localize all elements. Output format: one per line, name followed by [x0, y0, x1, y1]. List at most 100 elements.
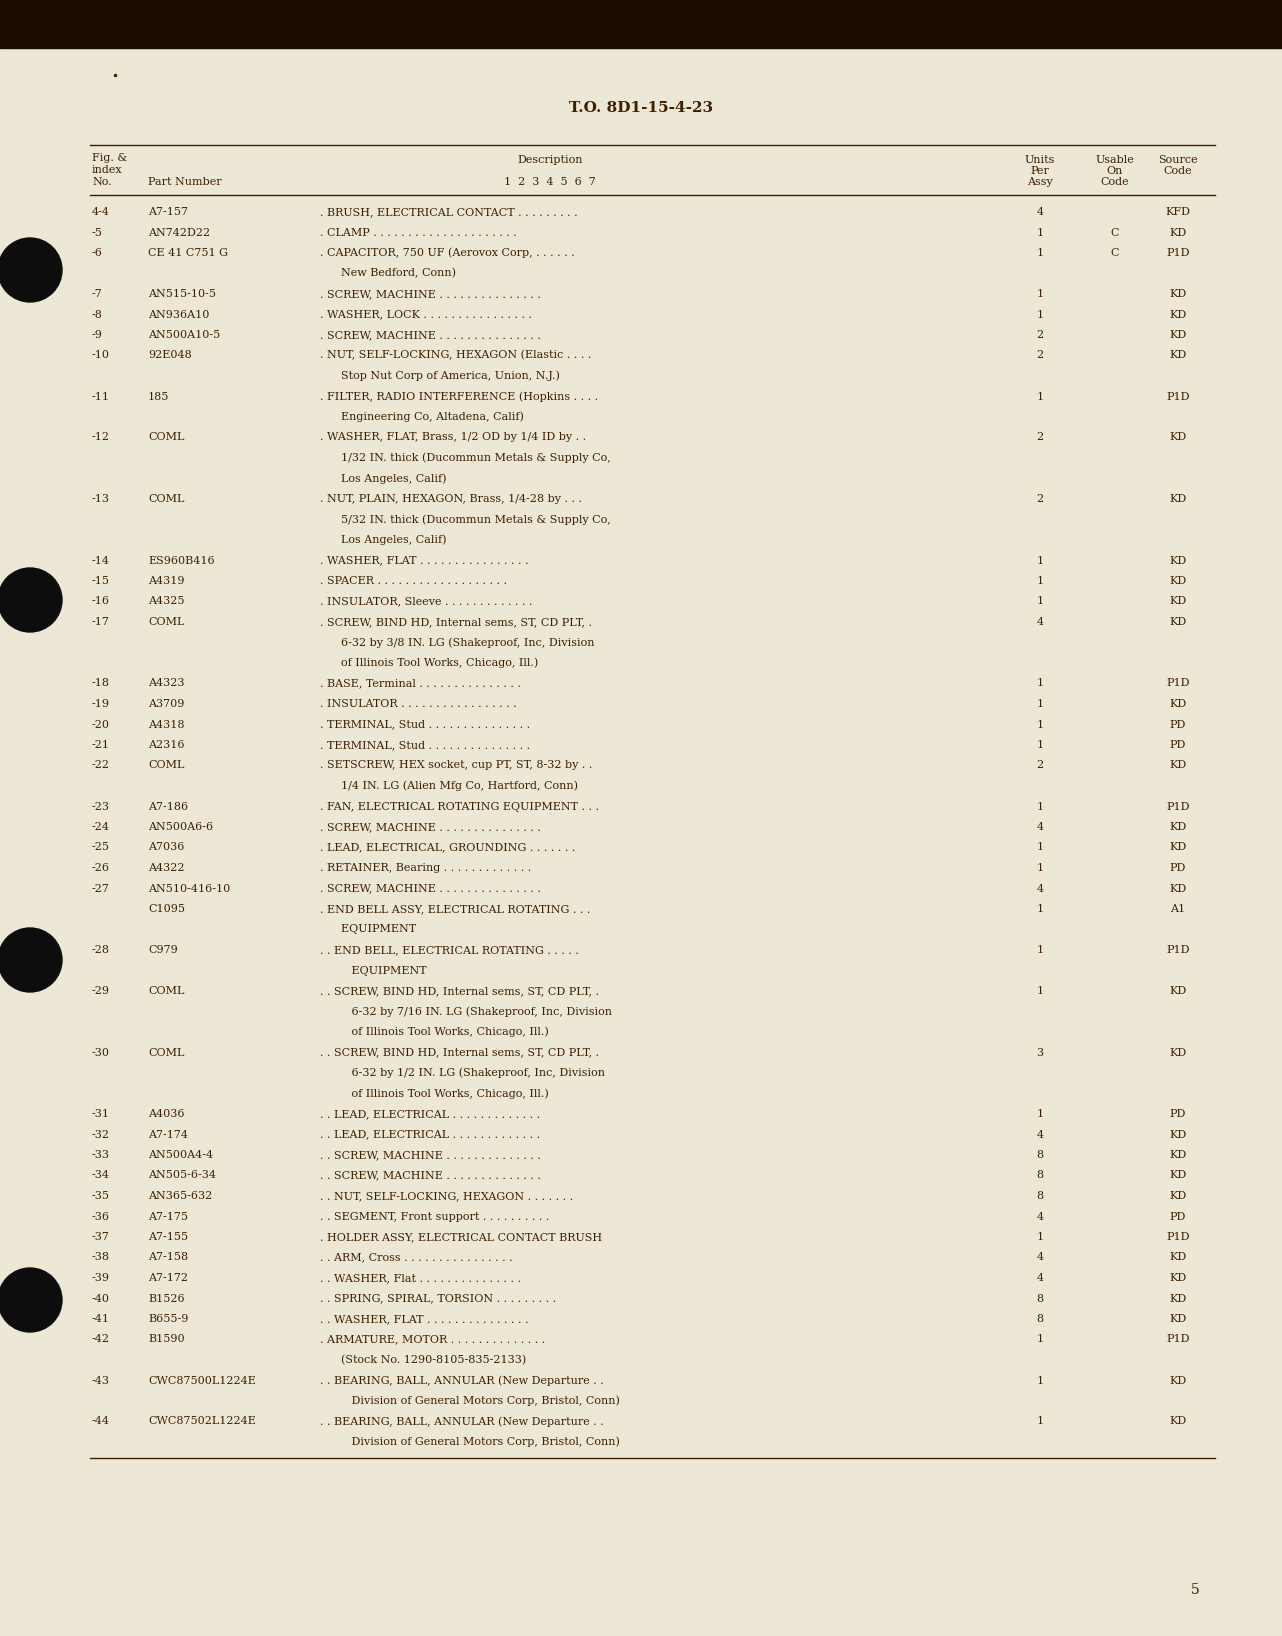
Text: 1: 1 — [1036, 864, 1044, 874]
Text: KD: KD — [1169, 843, 1187, 852]
Text: Source: Source — [1158, 155, 1197, 165]
Text: KD: KD — [1169, 1314, 1187, 1324]
Text: 1/32 IN. thick (Ducommun Metals & Supply Co,: 1/32 IN. thick (Ducommun Metals & Supply… — [320, 453, 610, 463]
Text: 2: 2 — [1036, 494, 1044, 504]
Text: . . BEARING, BALL, ANNULAR (New Departure . .: . . BEARING, BALL, ANNULAR (New Departur… — [320, 1417, 604, 1427]
Text: 1: 1 — [1036, 739, 1044, 749]
Text: 1: 1 — [1036, 1376, 1044, 1386]
Text: 6-32 by 1/2 IN. LG (Shakeproof, Inc, Division: 6-32 by 1/2 IN. LG (Shakeproof, Inc, Div… — [320, 1068, 605, 1078]
Text: A7036: A7036 — [147, 843, 185, 852]
Text: KD: KD — [1169, 699, 1187, 708]
Text: C979: C979 — [147, 946, 178, 955]
Text: A4325: A4325 — [147, 597, 185, 607]
Text: 2: 2 — [1036, 330, 1044, 340]
Text: KD: KD — [1169, 883, 1187, 893]
Text: -26: -26 — [92, 864, 110, 874]
Text: . RETAINER, Bearing . . . . . . . . . . . . .: . RETAINER, Bearing . . . . . . . . . . … — [320, 864, 531, 874]
Text: 1: 1 — [1036, 576, 1044, 586]
Text: AN505-6-34: AN505-6-34 — [147, 1170, 215, 1181]
Text: CWC87502L1224E: CWC87502L1224E — [147, 1417, 256, 1427]
Text: 1: 1 — [1036, 249, 1044, 258]
Text: P1D: P1D — [1167, 249, 1190, 258]
Text: A4319: A4319 — [147, 576, 185, 586]
Text: -44: -44 — [92, 1417, 110, 1427]
Text: (Stock No. 1290-8105-835-2133): (Stock No. 1290-8105-835-2133) — [320, 1355, 526, 1364]
Text: 1: 1 — [1036, 699, 1044, 708]
Text: Los Angeles, Calif): Los Angeles, Calif) — [320, 473, 446, 484]
Text: 4: 4 — [1036, 1253, 1044, 1263]
Text: 1: 1 — [1036, 1417, 1044, 1427]
Text: 4: 4 — [1036, 1273, 1044, 1283]
Text: . SCREW, MACHINE . . . . . . . . . . . . . . .: . SCREW, MACHINE . . . . . . . . . . . .… — [320, 821, 541, 833]
Text: KFD: KFD — [1165, 208, 1191, 218]
Text: KD: KD — [1169, 1191, 1187, 1201]
Text: A2316: A2316 — [147, 739, 185, 749]
Text: . . END BELL, ELECTRICAL ROTATING . . . . .: . . END BELL, ELECTRICAL ROTATING . . . … — [320, 946, 579, 955]
Text: 1/4 IN. LG (Alien Mfg Co, Hartford, Conn): 1/4 IN. LG (Alien Mfg Co, Hartford, Conn… — [320, 780, 578, 792]
Text: P1D: P1D — [1167, 679, 1190, 689]
Text: 1: 1 — [1036, 1232, 1044, 1242]
Text: Part Number: Part Number — [147, 177, 222, 187]
Text: . INSULATOR . . . . . . . . . . . . . . . . .: . INSULATOR . . . . . . . . . . . . . . … — [320, 699, 517, 708]
Text: . . ARM, Cross . . . . . . . . . . . . . . . .: . . ARM, Cross . . . . . . . . . . . . .… — [320, 1253, 513, 1263]
Text: . INSULATOR, Sleeve . . . . . . . . . . . . .: . INSULATOR, Sleeve . . . . . . . . . . … — [320, 597, 532, 607]
Text: C: C — [1110, 249, 1119, 258]
Text: . SCREW, MACHINE . . . . . . . . . . . . . . .: . SCREW, MACHINE . . . . . . . . . . . .… — [320, 883, 541, 893]
Text: -27: -27 — [92, 883, 110, 893]
Text: Assy: Assy — [1027, 177, 1053, 187]
Text: PD: PD — [1169, 1212, 1186, 1222]
Text: . SCREW, MACHINE . . . . . . . . . . . . . . .: . SCREW, MACHINE . . . . . . . . . . . .… — [320, 330, 541, 340]
Text: AN936A10: AN936A10 — [147, 309, 209, 319]
Text: P1D: P1D — [1167, 946, 1190, 955]
Text: 1: 1 — [1036, 290, 1044, 299]
Text: T.O. 8D1-15-4-23: T.O. 8D1-15-4-23 — [569, 101, 713, 115]
Text: -39: -39 — [92, 1273, 110, 1283]
Text: KD: KD — [1169, 1047, 1187, 1057]
Text: Division of General Motors Corp, Bristol, Conn): Division of General Motors Corp, Bristol… — [320, 1436, 620, 1448]
Text: AN500A6-6: AN500A6-6 — [147, 821, 213, 833]
Text: . HOLDER ASSY, ELECTRICAL CONTACT BRUSH: . HOLDER ASSY, ELECTRICAL CONTACT BRUSH — [320, 1232, 603, 1242]
Text: . . NUT, SELF-LOCKING, HEXAGON . . . . . . .: . . NUT, SELF-LOCKING, HEXAGON . . . . .… — [320, 1191, 573, 1201]
Text: P1D: P1D — [1167, 391, 1190, 401]
Text: . SCREW, BIND HD, Internal sems, ST, CD PLT, .: . SCREW, BIND HD, Internal sems, ST, CD … — [320, 617, 592, 627]
Text: A4323: A4323 — [147, 679, 185, 689]
Text: 3: 3 — [1036, 1047, 1044, 1057]
Text: Code: Code — [1101, 177, 1129, 187]
Text: . . SCREW, BIND HD, Internal sems, ST, CD PLT, .: . . SCREW, BIND HD, Internal sems, ST, C… — [320, 1047, 599, 1057]
Text: A4318: A4318 — [147, 720, 185, 730]
Text: 8: 8 — [1036, 1294, 1044, 1304]
Text: No.: No. — [92, 177, 112, 187]
Text: COML: COML — [147, 761, 185, 771]
Text: . CLAMP . . . . . . . . . . . . . . . . . . . . .: . CLAMP . . . . . . . . . . . . . . . . … — [320, 227, 517, 237]
Text: AN510-416-10: AN510-416-10 — [147, 883, 231, 893]
Text: 1: 1 — [1036, 597, 1044, 607]
Text: -13: -13 — [92, 494, 110, 504]
Text: 1: 1 — [1036, 946, 1044, 955]
Text: -11: -11 — [92, 391, 110, 401]
Text: KD: KD — [1169, 330, 1187, 340]
Text: 8: 8 — [1036, 1314, 1044, 1324]
Text: -41: -41 — [92, 1314, 110, 1324]
Text: 4: 4 — [1036, 1212, 1044, 1222]
Text: COML: COML — [147, 494, 185, 504]
Text: Units: Units — [1024, 155, 1055, 165]
Text: KD: KD — [1169, 597, 1187, 607]
Text: -16: -16 — [92, 597, 110, 607]
Text: . END BELL ASSY, ELECTRICAL ROTATING . . .: . END BELL ASSY, ELECTRICAL ROTATING . .… — [320, 905, 591, 915]
Text: PD: PD — [1169, 739, 1186, 749]
Circle shape — [0, 237, 62, 303]
Circle shape — [0, 568, 62, 631]
Text: -32: -32 — [92, 1129, 110, 1140]
Text: 4: 4 — [1036, 617, 1044, 627]
Text: 4-4: 4-4 — [92, 208, 110, 218]
Text: of Illinois Tool Works, Chicago, Ill.): of Illinois Tool Works, Chicago, Ill.) — [320, 658, 538, 667]
Text: -19: -19 — [92, 699, 110, 708]
Text: KD: KD — [1169, 987, 1187, 996]
Text: A4322: A4322 — [147, 864, 185, 874]
Text: COML: COML — [147, 617, 185, 627]
Text: KD: KD — [1169, 290, 1187, 299]
Text: 8: 8 — [1036, 1150, 1044, 1160]
Text: . SETSCREW, HEX socket, cup PT, ST, 8-32 by . .: . SETSCREW, HEX socket, cup PT, ST, 8-32… — [320, 761, 592, 771]
Text: KD: KD — [1169, 1129, 1187, 1140]
Text: 1: 1 — [1036, 720, 1044, 730]
